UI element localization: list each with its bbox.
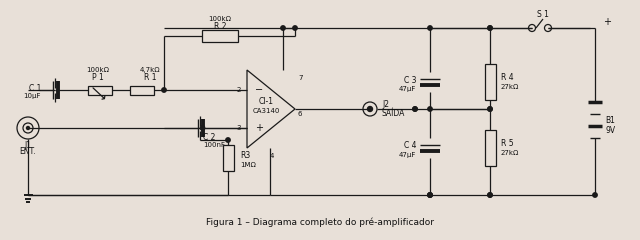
Text: CI-1: CI-1 (259, 96, 273, 106)
Text: 6: 6 (298, 111, 303, 117)
Circle shape (428, 26, 432, 30)
Text: R3: R3 (240, 151, 250, 161)
Circle shape (226, 138, 230, 142)
Text: +: + (255, 123, 263, 133)
Text: CA3140: CA3140 (252, 108, 280, 114)
Text: S 1: S 1 (537, 10, 549, 18)
Text: 2: 2 (237, 87, 241, 93)
Bar (202, 30, 238, 42)
Circle shape (413, 107, 417, 111)
Text: R 5: R 5 (501, 138, 514, 148)
Text: 47µF: 47µF (399, 86, 416, 92)
Circle shape (488, 107, 492, 111)
Bar (130, 85, 154, 95)
Bar (88, 85, 112, 95)
Text: 1MΩ: 1MΩ (240, 162, 256, 168)
Text: C 3: C 3 (403, 76, 416, 84)
Circle shape (488, 107, 492, 111)
Text: R 1: R 1 (144, 72, 156, 82)
Text: 27kΩ: 27kΩ (501, 150, 520, 156)
Text: J2: J2 (382, 100, 389, 108)
Circle shape (428, 193, 432, 197)
Circle shape (488, 193, 492, 197)
Text: 4,7kΩ: 4,7kΩ (140, 67, 160, 73)
Text: 100kΩ: 100kΩ (86, 67, 109, 73)
Circle shape (428, 193, 432, 197)
Circle shape (367, 107, 372, 112)
Circle shape (200, 126, 205, 130)
Text: 3: 3 (237, 125, 241, 131)
Text: R 4: R 4 (501, 72, 514, 82)
Text: 27kΩ: 27kΩ (501, 84, 520, 90)
Circle shape (293, 26, 297, 30)
Text: 9V: 9V (605, 126, 615, 134)
Bar (223, 145, 234, 171)
Text: +: + (603, 17, 611, 27)
Text: 10µF: 10µF (24, 93, 41, 99)
Circle shape (593, 193, 597, 197)
Bar (484, 64, 495, 100)
Circle shape (428, 107, 432, 111)
Circle shape (488, 26, 492, 30)
Text: Figura 1 – Diagrama completo do pré-amplificador: Figura 1 – Diagrama completo do pré-ampl… (206, 217, 434, 227)
Circle shape (428, 193, 432, 197)
Circle shape (488, 26, 492, 30)
Text: C 4: C 4 (403, 142, 416, 150)
Text: 100nF: 100nF (203, 142, 225, 148)
Text: SAÍDA: SAÍDA (382, 108, 405, 118)
Circle shape (26, 126, 29, 130)
Text: C 2: C 2 (203, 133, 216, 143)
Text: B1: B1 (605, 115, 615, 125)
Circle shape (413, 107, 417, 111)
Text: 47µF: 47µF (399, 152, 416, 158)
Text: R 2: R 2 (214, 22, 227, 30)
Text: 7: 7 (298, 75, 303, 81)
Text: 4: 4 (270, 153, 275, 159)
Text: 100kΩ: 100kΩ (209, 16, 232, 22)
Circle shape (281, 26, 285, 30)
Text: P 1: P 1 (92, 72, 104, 82)
Text: C 1: C 1 (29, 84, 41, 92)
Text: −: − (255, 85, 263, 95)
Bar (484, 130, 495, 166)
Circle shape (488, 193, 492, 197)
Text: ENT.: ENT. (20, 146, 36, 156)
Text: J1: J1 (24, 140, 31, 150)
Circle shape (162, 88, 166, 92)
